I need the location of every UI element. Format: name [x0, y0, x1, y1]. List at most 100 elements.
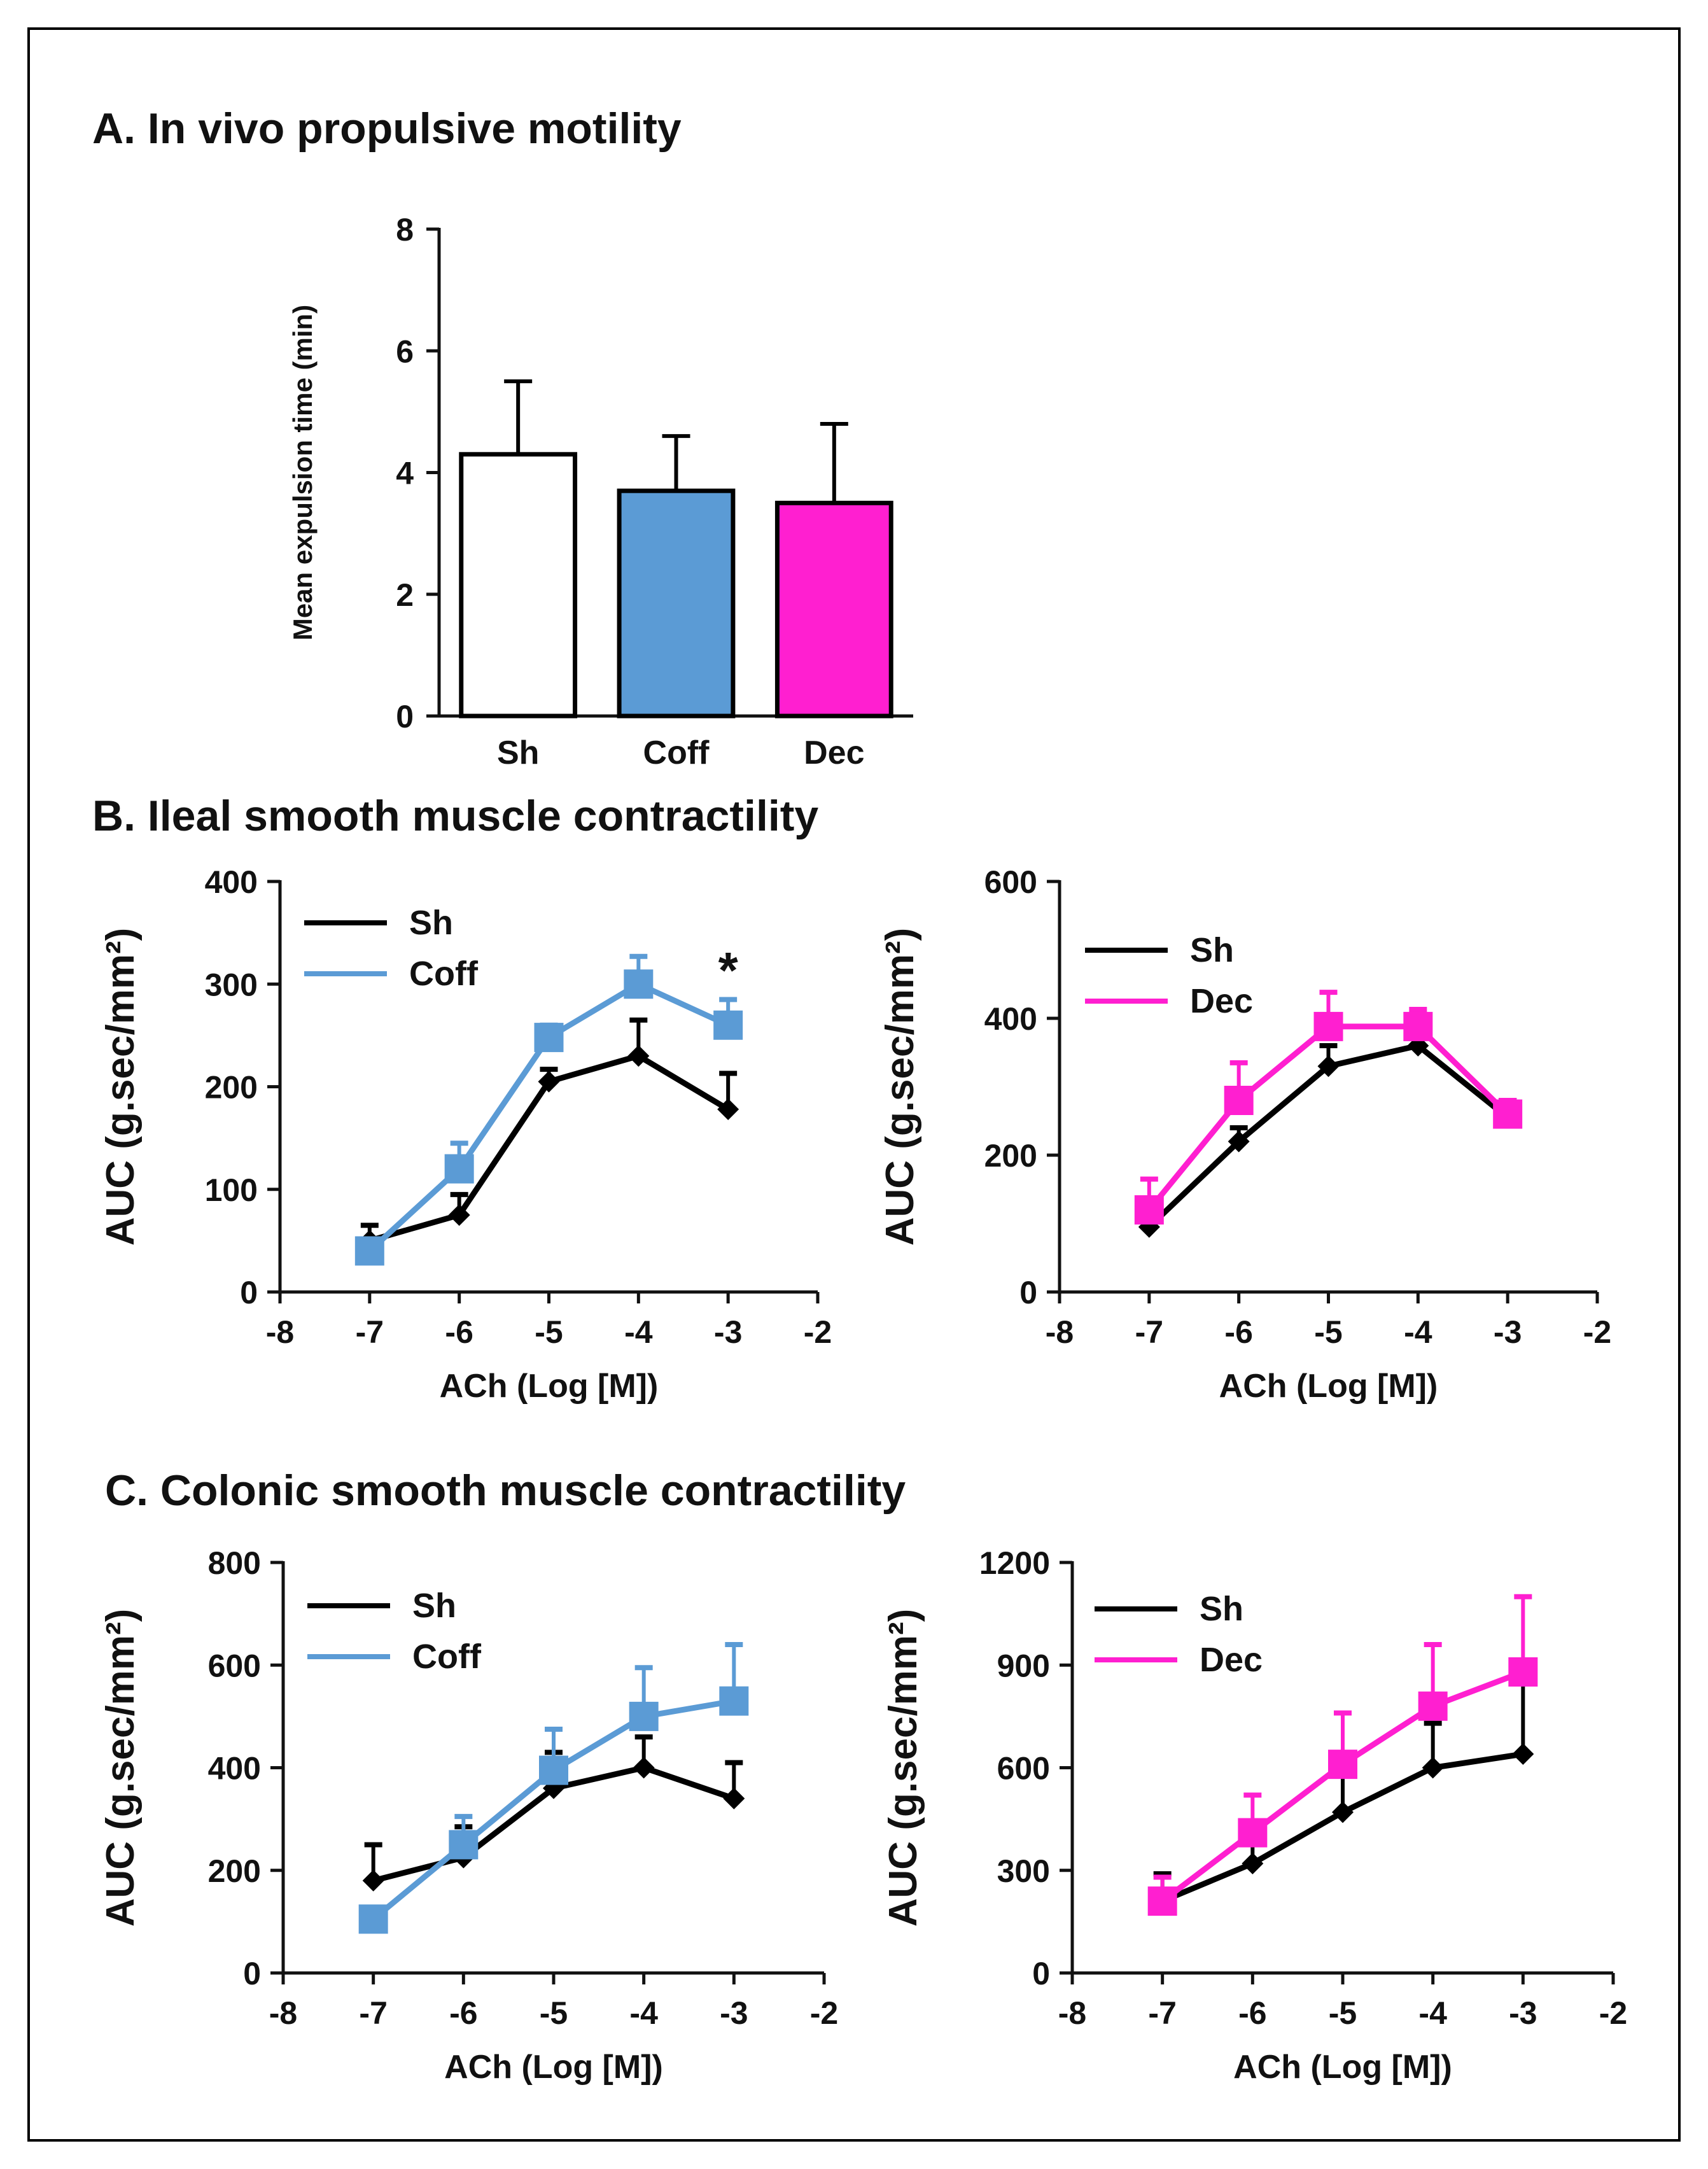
- data-point: [449, 1830, 479, 1860]
- x-tick-label: -5: [1329, 1995, 1357, 2031]
- data-point: [1508, 1657, 1538, 1687]
- data-point: [362, 1869, 384, 1892]
- series-dec: [1134, 990, 1523, 1225]
- x-tick-label: -5: [535, 1314, 563, 1350]
- data-point: [1238, 1818, 1268, 1848]
- y-tick-label: 800: [208, 1545, 261, 1581]
- y-axis-label: AUC (g.sec/mm²): [878, 928, 922, 1246]
- y-tick-label: 0: [1032, 1956, 1050, 1991]
- data-point: [723, 1787, 745, 1809]
- x-tick-label: -8: [1058, 1995, 1086, 2031]
- data-point: [719, 1686, 749, 1716]
- x-tick-label: -3: [1494, 1314, 1522, 1350]
- data-point: [1313, 1011, 1343, 1041]
- data-point: [354, 1236, 384, 1266]
- x-tick-label: -7: [356, 1314, 384, 1350]
- data-point: [1422, 1757, 1444, 1779]
- data-point: [1134, 1195, 1164, 1225]
- x-tick-label: -4: [1404, 1314, 1432, 1350]
- y-tick-label: 4: [396, 456, 414, 491]
- legend: Sh Coff: [307, 1587, 482, 1676]
- legend-label: Dec: [1200, 1641, 1263, 1679]
- y-tick-label: 8: [396, 212, 414, 248]
- y-tick-label: 0: [1019, 1275, 1037, 1310]
- data-point: [713, 1010, 743, 1040]
- data-point: [444, 1154, 474, 1184]
- x-tick-label: -6: [1224, 1314, 1252, 1350]
- y-tick-label: 200: [984, 1138, 1037, 1174]
- data-point: [358, 1904, 388, 1934]
- y-tick-label: 400: [984, 1001, 1037, 1037]
- legend: Sh Coff: [304, 904, 479, 993]
- y-tick-label: 200: [208, 1853, 261, 1889]
- y-tick-label: 1200: [979, 1545, 1050, 1581]
- bar-sh: [459, 452, 578, 719]
- x-axis-label: ACh (Log [M]): [1233, 2049, 1452, 2086]
- x-tick-label: -8: [1046, 1314, 1074, 1350]
- bar-coff: [617, 488, 736, 719]
- y-tick-label: 2: [396, 577, 414, 613]
- y-tick-label: 300: [997, 1853, 1050, 1889]
- figure-frame: [27, 27, 1681, 2142]
- y-tick-label: 0: [243, 1956, 261, 1991]
- legend: Sh Dec: [1085, 931, 1253, 1020]
- x-tick-label: -7: [1148, 1995, 1176, 2031]
- data-point: [1224, 1086, 1254, 1115]
- x-tick-label: -2: [810, 1995, 838, 2031]
- y-tick-label: 900: [997, 1648, 1050, 1683]
- y-axis-label: AUC (g.sec/mm²): [99, 1609, 143, 1927]
- category-label: Coff: [643, 734, 710, 771]
- chart-c1: C. Colonic smooth muscle contractility 0 2…: [99, 1466, 906, 2086]
- data-point: [1418, 1691, 1448, 1721]
- legend-label: Sh: [409, 904, 453, 942]
- bar-dec: [774, 500, 893, 719]
- y-tick-label: 600: [208, 1648, 261, 1683]
- y-tick-label: 0: [240, 1275, 258, 1310]
- x-tick-label: -7: [359, 1995, 387, 2031]
- legend: Sh Dec: [1095, 1590, 1263, 1679]
- data-point: [1317, 1055, 1340, 1077]
- data-point: [629, 1701, 659, 1731]
- x-tick-label: -2: [1583, 1314, 1611, 1350]
- x-tick-label: -7: [1135, 1314, 1163, 1350]
- data-point: [1147, 1886, 1177, 1916]
- legend-label: Sh: [1190, 931, 1234, 969]
- chart-b2: 0 200 400 600 -8 -7 -6 -5 -4 -3 -2 ACh (Log [M]) AUC…: [878, 864, 1611, 1405]
- chart-c2: 0 300 600 900 1200 -8 -7 -6 -5 -4 -3 -2 ACh (Log [M]…: [881, 1545, 1627, 2086]
- y-tick-label: 400: [205, 864, 258, 900]
- x-tick-label: -4: [1418, 1995, 1447, 2031]
- x-tick-label: -3: [714, 1314, 742, 1350]
- data-point: [1328, 1750, 1357, 1779]
- legend-label: Sh: [1200, 1590, 1243, 1628]
- legend-label: Coff: [412, 1638, 482, 1676]
- data-point: [534, 1023, 564, 1053]
- x-axis-label: ACh (Log [M]): [440, 1368, 659, 1405]
- y-tick-label: 0: [396, 699, 414, 734]
- x-tick-label: -6: [445, 1314, 473, 1350]
- y-axis-label: AUC (g.sec/mm²): [99, 928, 143, 1246]
- x-axis-label: ACh (Log [M]): [444, 2049, 663, 2086]
- x-tick-label: -2: [804, 1314, 832, 1350]
- y-tick-label: 200: [205, 1070, 258, 1106]
- data-point: [1332, 1801, 1354, 1823]
- x-tick-label: -5: [540, 1995, 568, 2031]
- x-tick-label: -4: [629, 1995, 658, 2031]
- x-tick-label: -3: [720, 1995, 748, 2031]
- legend-label: Dec: [1190, 982, 1253, 1020]
- y-tick-label: 400: [208, 1751, 261, 1786]
- x-tick-label: -2: [1599, 1995, 1627, 2031]
- y-tick-label: 600: [984, 864, 1037, 900]
- category-label: Dec: [804, 734, 864, 771]
- data-point: [1228, 1130, 1250, 1153]
- legend-label: Sh: [412, 1587, 456, 1625]
- x-tick-label: -8: [266, 1314, 294, 1350]
- y-tick-label: 100: [205, 1172, 258, 1208]
- x-tick-label: -3: [1509, 1995, 1537, 2031]
- y-tick-label: 600: [997, 1751, 1050, 1786]
- x-tick-label: -6: [1238, 1995, 1266, 2031]
- data-point: [538, 1070, 560, 1093]
- y-axis-label: Mean expulsion time (min): [288, 305, 318, 640]
- x-axis-label: ACh (Log [M]): [1219, 1368, 1438, 1405]
- significance-marker: *: [718, 942, 739, 999]
